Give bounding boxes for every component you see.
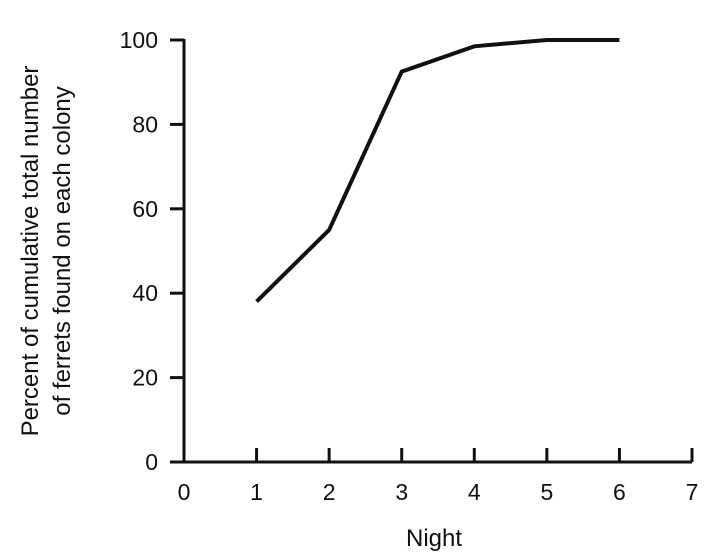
y-tick-label: 80	[132, 111, 158, 137]
x-tick-label: 2	[323, 479, 336, 505]
x-tick-label: 7	[686, 479, 699, 505]
series-line	[255, 38, 620, 304]
x-tick-label: 6	[613, 479, 626, 505]
y-axis-title-line-1: Percent of cumulative total number	[17, 66, 44, 437]
x-axis-ticks	[182, 448, 694, 462]
x-tick-label: 0	[178, 479, 191, 505]
x-axis-tick-labels: 0 1 2 3 4 5 6 7	[178, 479, 699, 505]
y-tick-label: 20	[132, 365, 158, 391]
x-tick-label: 5	[540, 479, 553, 505]
x-axis-title: Night	[406, 525, 462, 552]
y-axis-ticks	[170, 38, 184, 464]
y-tick-label: 0	[145, 449, 158, 475]
y-axis-title-line-2: of ferrets found on each colony	[49, 86, 76, 416]
x-tick-label: 4	[468, 479, 481, 505]
x-tick-label: 3	[395, 479, 408, 505]
y-axis-tick-labels: 0 20 40 60 80 100	[120, 27, 158, 475]
y-tick-label: 40	[132, 280, 158, 306]
y-tick-label: 60	[132, 196, 158, 222]
x-tick-label: 1	[250, 479, 263, 505]
y-tick-label: 100	[120, 27, 158, 53]
